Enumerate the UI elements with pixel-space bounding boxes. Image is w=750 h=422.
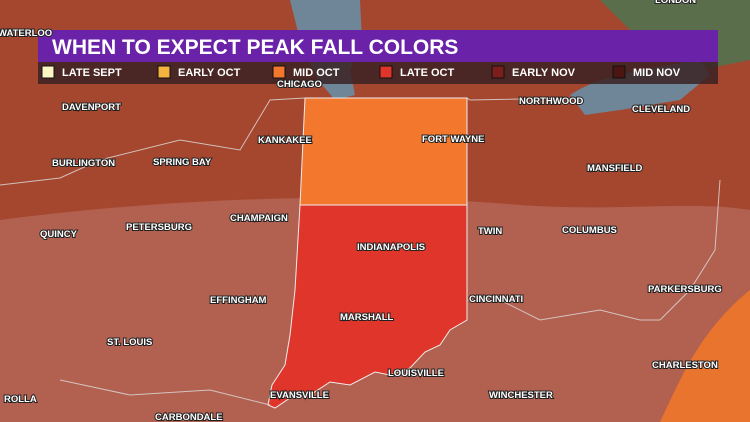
city-label: SPRING BAY xyxy=(153,157,212,168)
city-label: CHICAGO xyxy=(277,79,322,90)
city-label: WATERLOO xyxy=(0,28,52,39)
city-label: MANSFIELD xyxy=(587,163,643,174)
legend-swatch xyxy=(41,65,55,79)
city-labels: WATERLOO LONDON CHICAGO DAVENPORT NORTHWOOD C… xyxy=(0,0,723,422)
city-label: PARKERSBURG xyxy=(648,284,722,295)
city-label: FORT WAYNE xyxy=(422,134,484,145)
indiana-north xyxy=(299,97,468,206)
city-label: CHARLESTON xyxy=(652,360,718,371)
legend-swatch xyxy=(379,65,393,79)
city-label: LOUISVILLE xyxy=(388,368,444,379)
city-label: CLEVELAND xyxy=(632,104,690,115)
city-label: CARBONDALE xyxy=(155,412,223,422)
legend: LATE SEPT EARLY OCT MID OCT LATE OCT EARLY N… xyxy=(41,65,681,79)
legend-label: MID OCT xyxy=(293,67,340,79)
city-label: ROLLA xyxy=(4,394,37,405)
city-label: CINCINNATI xyxy=(469,294,523,305)
city-label: WINCHESTER xyxy=(489,390,553,401)
legend-swatch xyxy=(272,65,286,79)
city-label: CHAMPAIGN xyxy=(230,213,288,224)
city-label: LONDON xyxy=(655,0,696,6)
legend-label: LATE SEPT xyxy=(62,67,122,79)
legend-label: LATE OCT xyxy=(400,67,454,79)
city-label: TWIN xyxy=(478,226,502,237)
legend-label: EARLY NOV xyxy=(512,67,576,79)
city-label: MARSHALL xyxy=(340,312,393,323)
city-label: BURLINGTON xyxy=(52,158,115,169)
legend-swatch xyxy=(491,65,505,79)
city-label: COLUMBUS xyxy=(562,225,617,236)
legend-label: MID NOV xyxy=(633,67,681,79)
borders xyxy=(0,97,721,406)
legend-label: EARLY OCT xyxy=(178,67,241,79)
city-label: DAVENPORT xyxy=(62,102,121,113)
city-label: EVANSVILLE xyxy=(270,390,329,401)
indiana-south xyxy=(267,204,468,409)
city-label: NORTHWOOD xyxy=(519,96,584,107)
legend-swatch xyxy=(612,65,626,79)
city-label: PETERSBURG xyxy=(126,222,192,233)
city-label: ST. LOUIS xyxy=(107,337,152,348)
city-label: INDIANAPOLIS xyxy=(357,242,425,253)
city-label: QUINCY xyxy=(40,229,78,240)
legend-swatch xyxy=(157,65,171,79)
title-bar xyxy=(38,30,718,62)
city-label: EFFINGHAM xyxy=(210,295,267,306)
title: WHEN TO EXPECT PEAK FALL COLORS xyxy=(52,36,458,59)
legend-bar xyxy=(38,62,718,84)
city-label: KANKAKEE xyxy=(258,135,312,146)
earlier-region xyxy=(660,290,750,422)
